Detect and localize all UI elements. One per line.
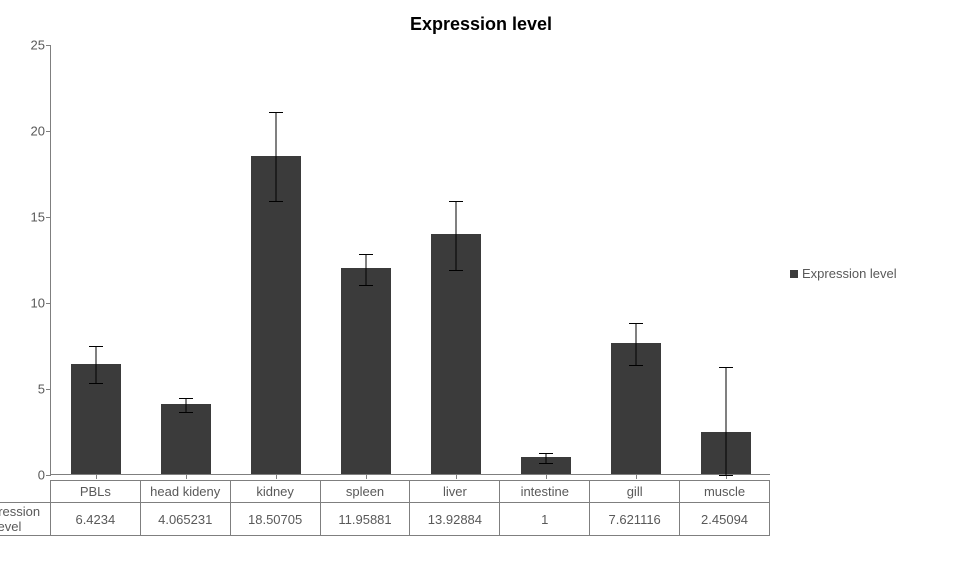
error-cap xyxy=(629,323,643,324)
error-bar xyxy=(456,201,457,270)
error-cap xyxy=(629,365,643,366)
error-cap xyxy=(359,254,373,255)
error-bar xyxy=(186,398,187,412)
data-table: PBLshead kidenykidneyspleenliverintestin… xyxy=(0,480,770,536)
y-tick-mark xyxy=(46,475,51,476)
table-value-cell: 6.4234 xyxy=(50,503,140,536)
y-tick-label: 5 xyxy=(38,382,45,397)
table-row-label: Expression level xyxy=(0,503,50,536)
legend-swatch xyxy=(790,270,798,278)
bar-slot xyxy=(591,45,681,474)
error-cap xyxy=(359,285,373,286)
table-header-cell: gill xyxy=(590,481,680,503)
bar-slot xyxy=(681,45,771,474)
error-cap xyxy=(539,463,553,464)
error-bar xyxy=(96,346,97,384)
bar-slot xyxy=(411,45,501,474)
table-row: Expression level6.42344.06523118.5070511… xyxy=(0,503,770,536)
table-cell-empty xyxy=(0,481,50,503)
table-header-cell: PBLs xyxy=(50,481,140,503)
bar-slot xyxy=(51,45,141,474)
table-row: PBLshead kidenykidneyspleenliverintestin… xyxy=(0,481,770,503)
error-cap xyxy=(719,475,733,476)
table-header-cell: head kideny xyxy=(140,481,230,503)
y-tick-label: 25 xyxy=(31,38,45,53)
legend-label: Expression level xyxy=(802,266,897,281)
bar-slot xyxy=(321,45,411,474)
x-tick-mark xyxy=(96,474,97,479)
table-header-cell: muscle xyxy=(680,481,770,503)
plot-area: 0510152025 xyxy=(50,45,770,475)
bar-slot xyxy=(231,45,321,474)
table-value-cell: 18.50705 xyxy=(230,503,320,536)
table-value-cell: 2.45094 xyxy=(680,503,770,536)
table-value-cell: 7.621116 xyxy=(590,503,680,536)
x-tick-mark xyxy=(186,474,187,479)
bar xyxy=(251,156,301,474)
table-value-cell: 4.065231 xyxy=(140,503,230,536)
y-tick-label: 15 xyxy=(31,210,45,225)
x-tick-mark xyxy=(366,474,367,479)
table-value-cell: 13.92884 xyxy=(410,503,500,536)
y-tick-label: 10 xyxy=(31,296,45,311)
x-tick-mark xyxy=(456,474,457,479)
table-header-cell: intestine xyxy=(500,481,590,503)
bar-slot xyxy=(141,45,231,474)
x-tick-mark xyxy=(276,474,277,479)
table-header-cell: liver xyxy=(410,481,500,503)
chart-title: Expression level xyxy=(0,14,962,35)
x-tick-mark xyxy=(546,474,547,479)
error-bar xyxy=(276,112,277,201)
x-tick-mark xyxy=(636,474,637,479)
table-header-cell: spleen xyxy=(320,481,410,503)
error-cap xyxy=(179,398,193,399)
error-cap xyxy=(89,346,103,347)
error-bar xyxy=(636,323,637,364)
error-bar xyxy=(726,367,727,475)
error-cap xyxy=(449,201,463,202)
error-bar xyxy=(366,254,367,285)
bar xyxy=(161,404,211,474)
table-value-cell: 1 xyxy=(500,503,590,536)
error-cap xyxy=(269,201,283,202)
legend: Expression level xyxy=(790,266,897,281)
error-bar xyxy=(546,453,547,463)
table-value-cell: 11.95881 xyxy=(320,503,410,536)
error-cap xyxy=(89,383,103,384)
bar-slot xyxy=(501,45,591,474)
error-cap xyxy=(719,367,733,368)
error-cap xyxy=(179,412,193,413)
row-label-text: Expression level xyxy=(0,504,49,534)
bar xyxy=(341,268,391,474)
error-cap xyxy=(539,453,553,454)
table-header-cell: kidney xyxy=(230,481,320,503)
y-tick-label: 20 xyxy=(31,124,45,139)
error-cap xyxy=(269,112,283,113)
error-cap xyxy=(449,270,463,271)
